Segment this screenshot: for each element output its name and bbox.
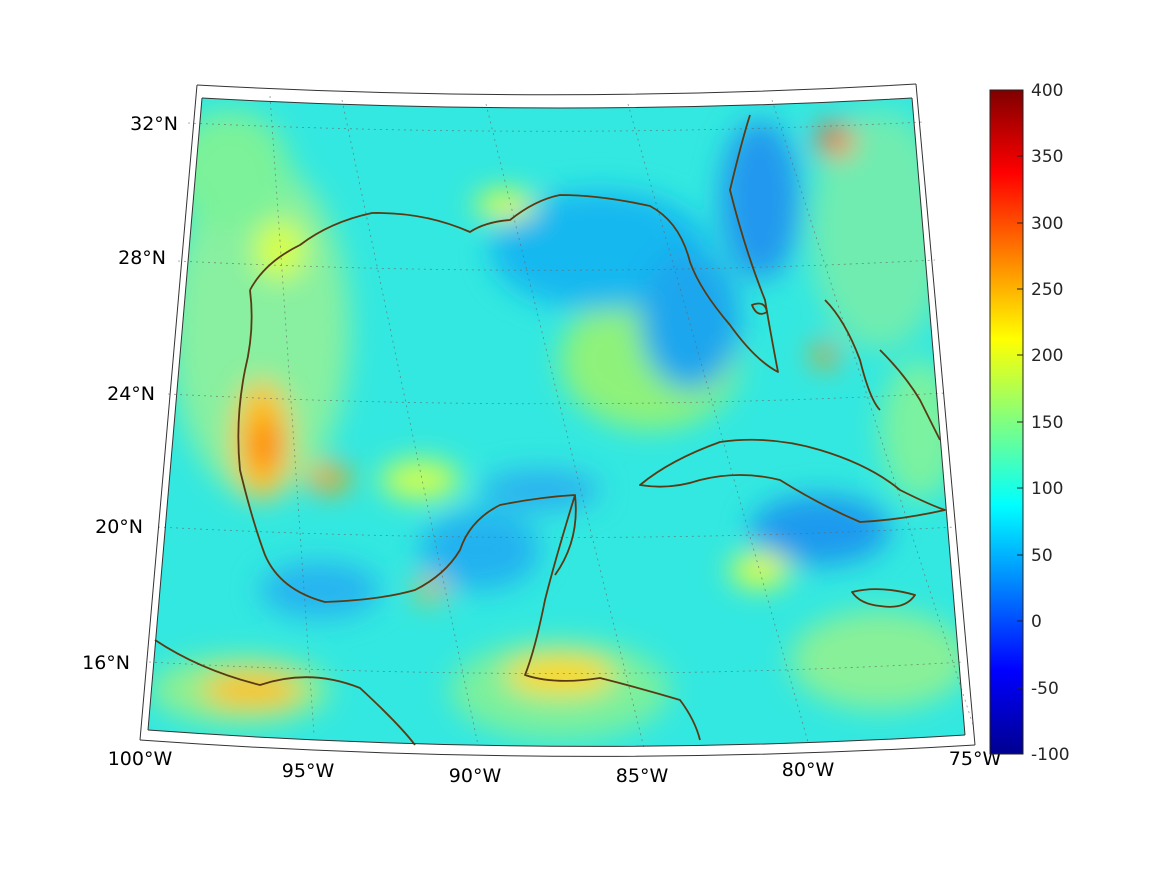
colorbar-tick-label: 100 <box>1031 479 1063 499</box>
bahamas-coastline <box>824 299 881 411</box>
lon-tick-label: 90°W <box>449 765 502 787</box>
parallel-28n <box>177 259 936 271</box>
colorbar-tick-label: 50 <box>1031 546 1053 566</box>
colorbar-ticks <box>1017 155 1023 689</box>
meridian-90w <box>341 99 479 746</box>
us-gulf-coastline <box>249 114 779 373</box>
lon-tick-label: 95°W <box>282 760 335 782</box>
colorbar-tick-label: -50 <box>1031 679 1059 699</box>
lat-tick-label: 24°N <box>107 383 155 405</box>
graticule <box>148 95 975 749</box>
meridian-75w <box>771 99 975 729</box>
colorbar-tick-label: 150 <box>1031 413 1063 433</box>
cuba-coastline <box>639 438 946 523</box>
lake-okeechobee <box>751 302 768 315</box>
meridian-85w <box>485 103 645 749</box>
latitude-ticks: 32°N 28°N 24°N 20°N 16°N <box>82 113 178 674</box>
map-frame <box>139 83 976 757</box>
parallel-24n <box>167 392 946 405</box>
yucatan-peninsula <box>524 494 701 741</box>
longitude-ticks: 100°W 95°W 90°W 85°W 80°W 75°W <box>108 748 1002 787</box>
parallel-20n <box>157 526 956 538</box>
colorbar-tick-label: 350 <box>1031 147 1063 167</box>
colorbar-tick-label: 400 <box>1031 81 1063 101</box>
data-field <box>148 98 965 747</box>
lat-tick-label: 32°N <box>130 113 178 135</box>
colorbar-tick-label: 300 <box>1031 214 1063 234</box>
parallel-16n <box>148 661 965 674</box>
colorbar-tick-label: 0 <box>1031 612 1042 632</box>
coastlines <box>154 114 946 746</box>
lon-tick-label: 80°W <box>782 759 835 781</box>
colorbar-tick-label: 200 <box>1031 346 1063 366</box>
jamaica-coastline <box>851 588 916 608</box>
colorbar: 400 350 300 250 200 150 100 50 0 -50 -10… <box>989 81 1070 765</box>
colorbar-tick-label: 250 <box>1031 280 1063 300</box>
bahamas-coastline-east <box>879 349 941 441</box>
lat-tick-label: 28°N <box>118 247 166 269</box>
lat-tick-label: 20°N <box>95 516 143 538</box>
mexico-gulf-coastline <box>237 289 577 603</box>
lon-tick-label: 75°W <box>949 748 1002 770</box>
pacific-coastline <box>154 639 416 746</box>
colorbar-tick-label: -100 <box>1031 745 1070 765</box>
meridian-80w <box>627 103 809 743</box>
lon-tick-label: 100°W <box>108 748 173 770</box>
lat-tick-label: 16°N <box>82 652 130 674</box>
lon-tick-label: 85°W <box>616 765 669 787</box>
